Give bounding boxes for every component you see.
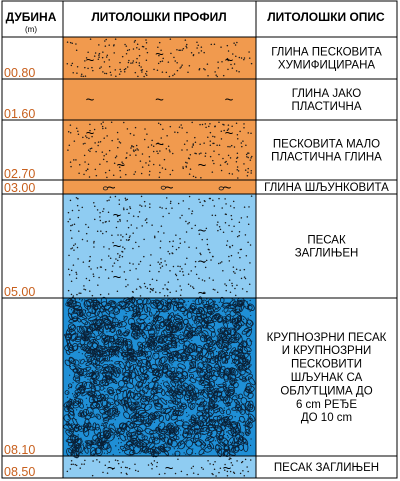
depth-label: 01.60 — [4, 107, 35, 121]
layer-pattern-1: ~ ~ ~ — [66, 38, 253, 78]
svg-text:~: ~ — [155, 92, 164, 109]
svg-text:~: ~ — [198, 254, 207, 271]
svg-text:~: ~ — [113, 238, 122, 255]
depth-label: 08.50 — [4, 465, 35, 479]
svg-text:~: ~ — [198, 157, 207, 174]
layer-fill-7 — [63, 456, 256, 478]
layer-description-line: КРУПНОЗРНИ ПЕСАК — [267, 332, 387, 344]
layer-pattern-4: ~ ~ ~ — [102, 180, 232, 197]
svg-text:~: ~ — [225, 52, 234, 69]
svg-text:~: ~ — [113, 269, 122, 286]
layer-fill-2 — [63, 79, 256, 120]
layer-description-line: ПЕСАК — [307, 234, 346, 246]
layer-description-line: ЗАГЛИЊЕН — [295, 248, 359, 260]
svg-text:~: ~ — [198, 222, 207, 239]
layer-fill-5 — [63, 194, 256, 298]
svg-text:~: ~ — [223, 180, 232, 197]
layer-fill-1 — [63, 37, 256, 79]
depth-label: 03.00 — [4, 181, 35, 195]
layer-description-line: 6 cm РЕЂЕ — [296, 399, 357, 411]
layer-description-line: ПЕСАК ЗАГЛИЊЕН — [274, 462, 379, 474]
depth-label: 00.80 — [4, 66, 35, 80]
layer-pattern-5: ~ ~ ~ ~ ~ ~ — [67, 195, 253, 302]
layer-description-line: И КРУПНОЗРНИ — [282, 345, 372, 357]
svg-text:~: ~ — [165, 460, 174, 477]
layer-description-line: ПЛАСТИЧНА — [291, 101, 361, 113]
depth-label: 05.00 — [4, 285, 35, 299]
layer-description-line: ДО 10 cm — [301, 412, 352, 424]
layer-description-line: ОБЛУТЦИМА ДО — [280, 385, 372, 397]
header-profile: ЛИТОЛОШКИ ПРОФИЛ — [91, 10, 226, 24]
layer-description-line: ПЛАСТИЧНА ГЛИНА — [271, 152, 382, 164]
svg-text:~: ~ — [107, 460, 116, 477]
layer-description-line: ГЛИНА ШЉУНКОВИТА — [264, 182, 389, 194]
header-depth-unit: (m) — [25, 25, 37, 34]
svg-text:~: ~ — [225, 92, 234, 109]
svg-text:~: ~ — [223, 460, 232, 477]
svg-text:~: ~ — [113, 207, 122, 224]
header-depth: ДУБИНА — [6, 10, 57, 24]
layer-pattern-2: ~ ~ ~ — [86, 92, 234, 109]
svg-text:~: ~ — [86, 52, 95, 69]
svg-text:~: ~ — [225, 125, 234, 142]
svg-text:~: ~ — [155, 136, 164, 153]
svg-text:~: ~ — [165, 180, 174, 197]
svg-text:~: ~ — [198, 285, 207, 302]
svg-text:~: ~ — [86, 125, 95, 142]
layer-description-line: ПЕСКОВИТИ — [291, 359, 362, 371]
svg-text:~: ~ — [86, 92, 95, 109]
layer-pattern-6 — [63, 296, 256, 459]
layer-description-line: ХУМИФИЦИРАНА — [278, 60, 375, 72]
layer-patterns: ~ ~ ~ ~ ~ ~ ~ ~ ~ ~ ~ ~ ~ ~ ~ ~ ~ ~ ~ ~ ~ ~ ~ — [63, 38, 256, 477]
layer-pattern-7: ~ ~ ~ — [66, 457, 252, 477]
layer-description-line: ШЉУНАК СА — [291, 372, 363, 384]
layer-description-line: ГЛИНА ПЕСКОВИТА — [271, 46, 382, 58]
layer-description-line: ГЛИНА ЈАКО — [292, 88, 362, 100]
layer-pattern-3: ~ ~ ~ ~ ~ — [67, 121, 253, 179]
depth-label: 08.10 — [4, 443, 35, 457]
layer-fill-4 — [63, 180, 256, 194]
header-description: ЛИТОЛОШКИ ОПИС — [267, 10, 385, 24]
svg-text:~: ~ — [107, 180, 116, 197]
depth-label: 02.70 — [4, 167, 35, 181]
layer-description-line: ПЕСКОВИТА МАЛО — [273, 138, 380, 150]
svg-text:~: ~ — [117, 157, 126, 174]
svg-text:~: ~ — [155, 46, 164, 63]
